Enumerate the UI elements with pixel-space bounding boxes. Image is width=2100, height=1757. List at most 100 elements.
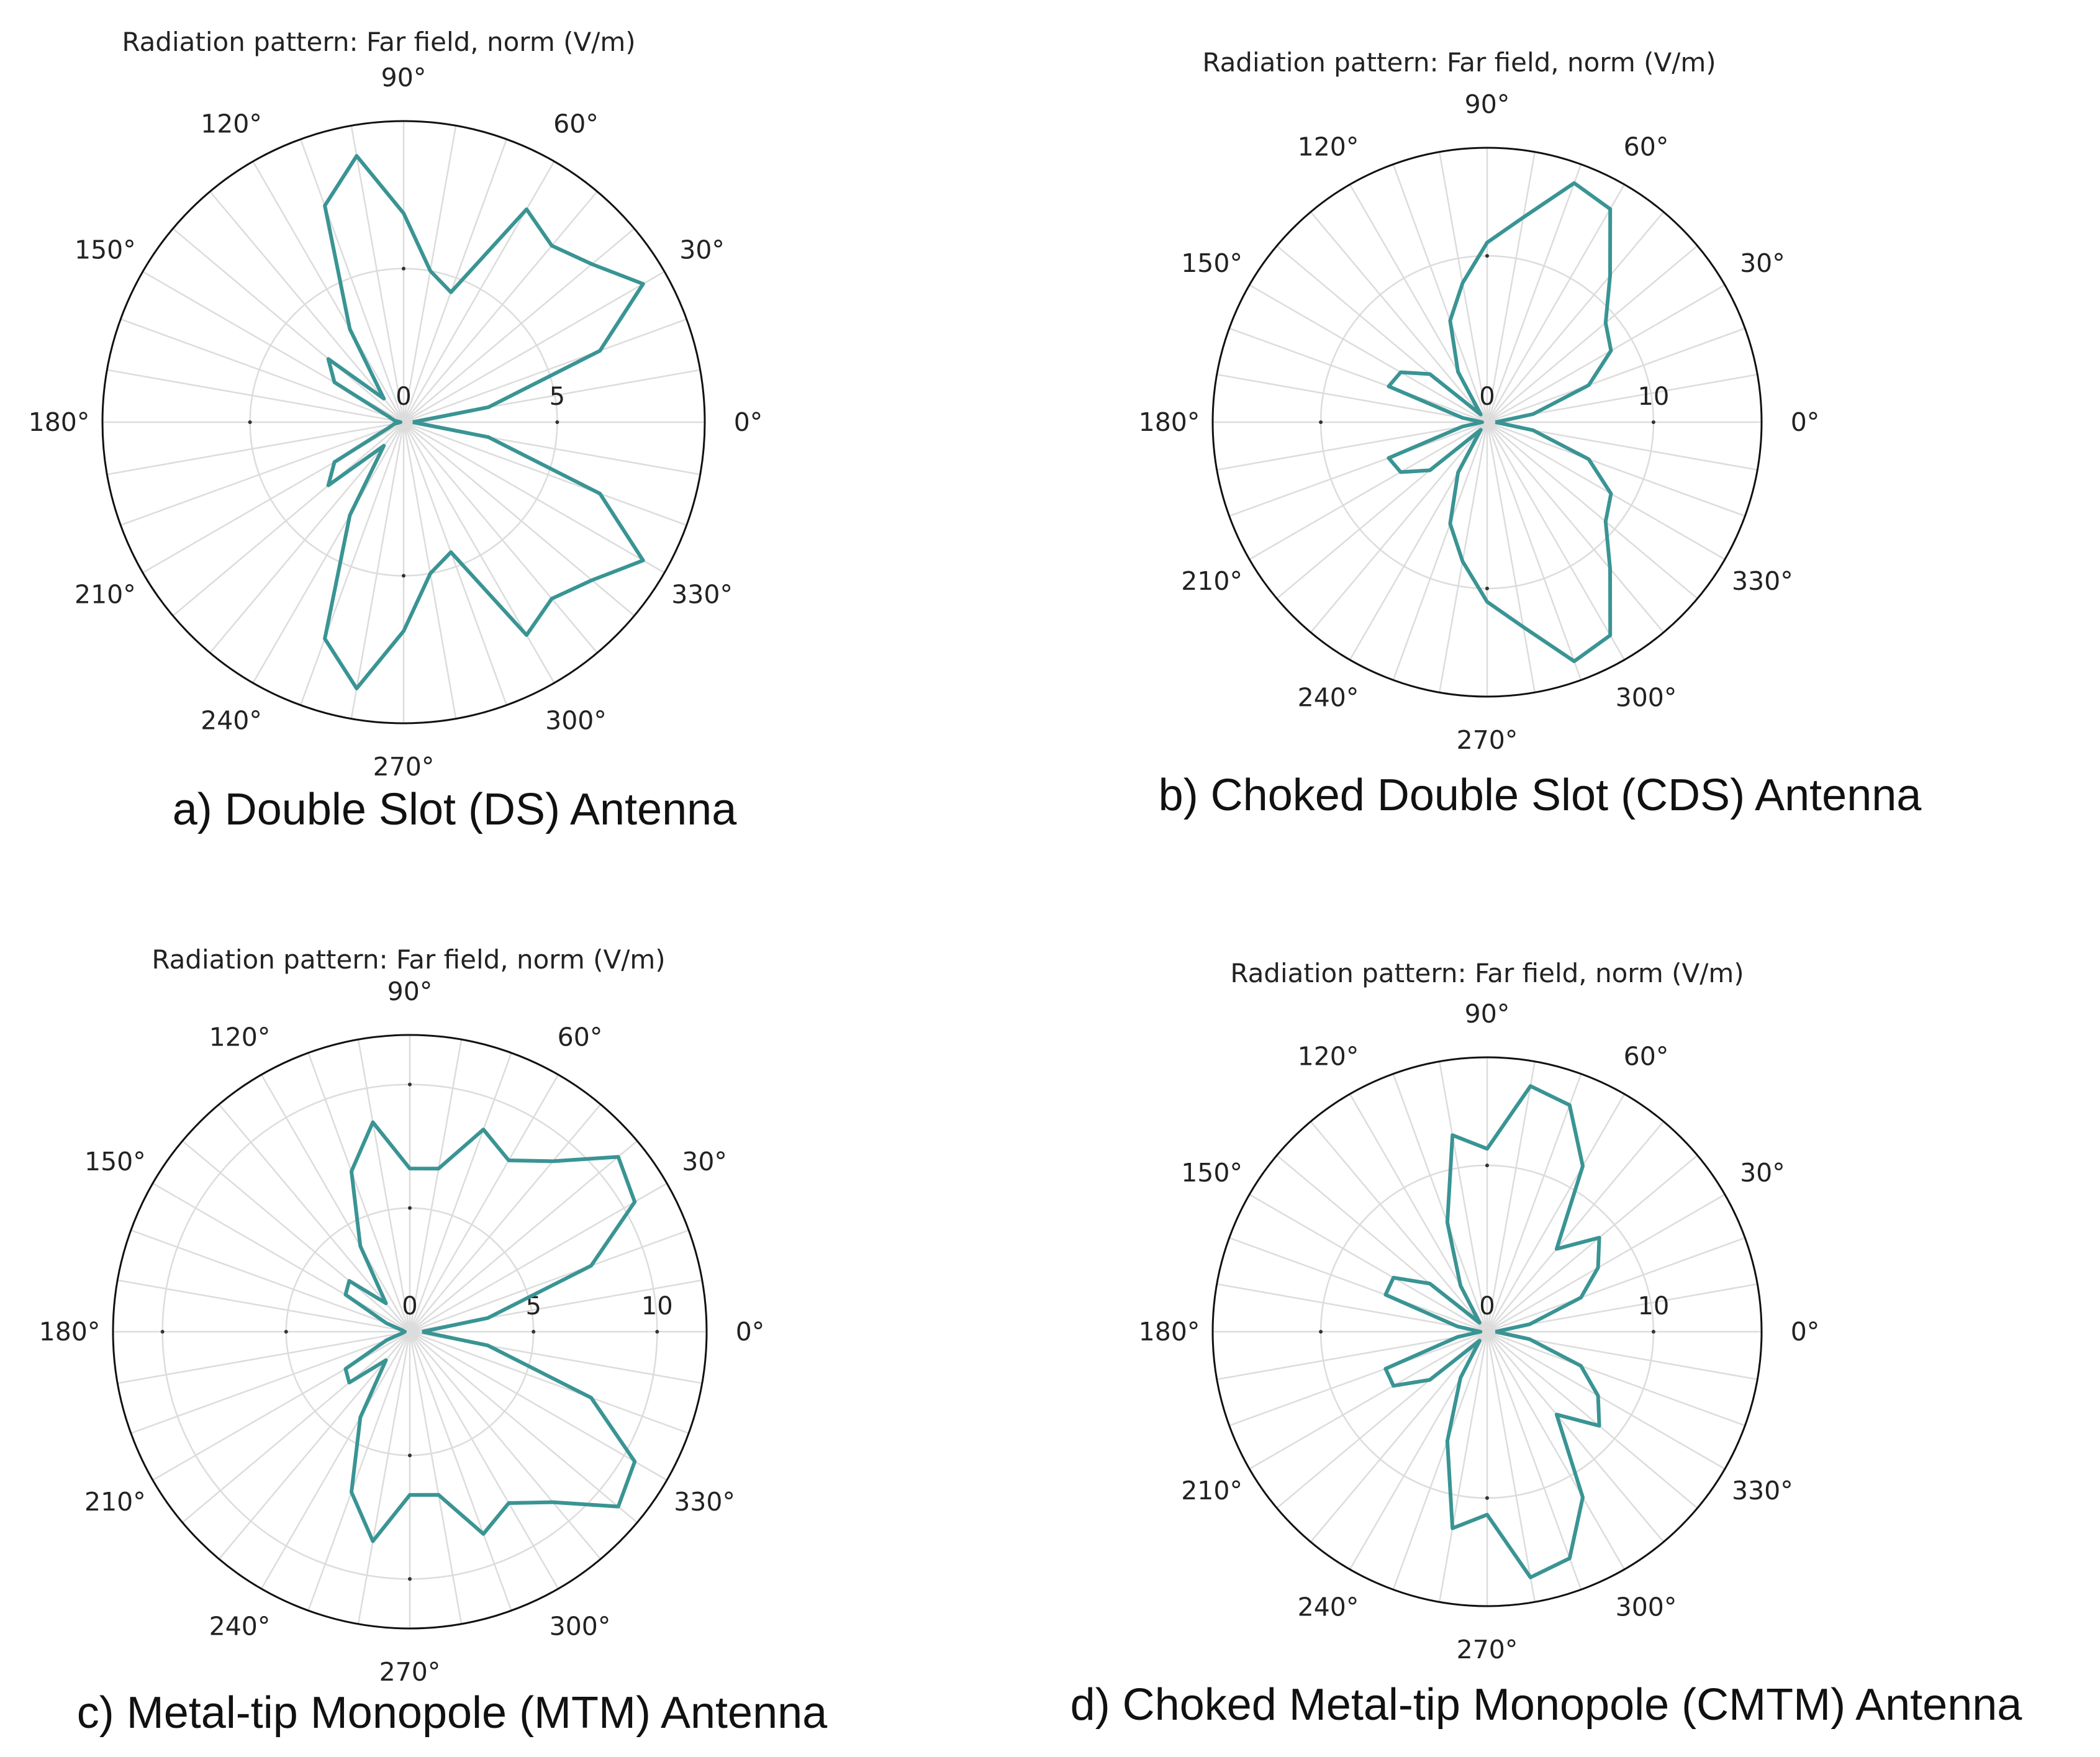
angle-tick-label: 90° — [1465, 89, 1510, 119]
data-point — [351, 1491, 352, 1493]
grid-spoke — [1216, 373, 1488, 423]
grid-spoke — [1392, 1331, 1488, 1590]
grid-spoke — [1392, 422, 1488, 680]
axis-tick-dot — [532, 1330, 536, 1334]
angle-tick-label: 330° — [1732, 566, 1793, 596]
data-point — [487, 1317, 488, 1319]
grid-spoke — [107, 421, 404, 476]
data-point — [360, 1245, 361, 1247]
data-point — [334, 461, 335, 463]
grid-spoke — [1487, 422, 1665, 633]
angle-tick-label: 210° — [1181, 566, 1242, 596]
radial-tick-label: 10 — [1637, 1292, 1669, 1321]
polar-frame — [1211, 147, 1763, 698]
grid-spoke — [1249, 1330, 1488, 1470]
grid-spoke — [1310, 422, 1488, 633]
data-point — [1429, 470, 1431, 471]
angle-tick-label: 30° — [679, 235, 725, 265]
grid-spoke — [1487, 1154, 1698, 1332]
data-point — [1532, 413, 1534, 415]
grid-spoke — [172, 228, 404, 423]
grid-spoke — [1486, 184, 1626, 423]
data-point — [1523, 626, 1524, 628]
data-point — [1569, 1104, 1570, 1106]
data-point — [1573, 661, 1575, 662]
polar-plot-a: 0° 30° 60° 90° 120° 150° 180° 210° 240° 270° 300° 3… — [29, 63, 763, 782]
data-point — [345, 1294, 346, 1295]
data-point — [1487, 1514, 1488, 1515]
angle-tick-label: 150° — [75, 235, 136, 265]
grid-spoke — [402, 422, 508, 706]
data-point — [483, 1533, 484, 1535]
plot-title-c: Radiation pattern: Far field, norm (V/m) — [152, 944, 665, 975]
angle-tick-label: 60° — [558, 1022, 603, 1052]
axis-tick-dot — [1319, 420, 1323, 424]
data-point — [1569, 1558, 1570, 1559]
grid-spoke — [1249, 421, 1488, 561]
angle-tick-label: 60° — [1624, 1042, 1669, 1072]
data-point — [1599, 1425, 1600, 1426]
data-point — [488, 436, 489, 438]
angle-tick-label: 300° — [545, 706, 607, 736]
grid-spoke — [1487, 1331, 1665, 1543]
data-point — [351, 1171, 352, 1172]
grid-spoke — [1249, 1193, 1488, 1333]
data-point — [1482, 422, 1483, 423]
grid-spoke — [403, 318, 687, 423]
axis-tick-dot — [1651, 420, 1655, 424]
grid-spoke — [1486, 1073, 1582, 1332]
data-point — [1457, 472, 1459, 473]
grid-spoke — [120, 318, 404, 423]
radial-tick-label: 10 — [641, 1292, 673, 1321]
data-point — [1462, 282, 1463, 284]
axis-tick-dot — [408, 1206, 412, 1210]
angle-tick-label: 180° — [39, 1317, 101, 1347]
data-point — [1462, 561, 1463, 562]
panel-a: Radiation pattern: Far field, norm (V/m)… — [29, 27, 763, 834]
angle-tick-label: 150° — [84, 1147, 146, 1177]
angle-tick-label: 180° — [1139, 1317, 1200, 1347]
data-point — [1429, 1283, 1431, 1284]
radial-tick-label: 10 — [1637, 382, 1669, 411]
grid-spoke — [1438, 422, 1488, 693]
grid-spoke — [1487, 284, 1726, 423]
angle-tick-label: 330° — [674, 1487, 735, 1517]
polar-plot-b: 0° 30° 60° 90° 120° 150° 180° 210° 240° 270° 300° 3… — [1139, 89, 1820, 755]
data-point — [1529, 1339, 1531, 1340]
grid-spoke — [1487, 1193, 1726, 1333]
data-point — [591, 1265, 592, 1267]
grid-spoke — [1486, 422, 1536, 693]
angle-tick-label: 210° — [84, 1487, 146, 1517]
data-point — [1452, 1528, 1453, 1529]
grid-spoke — [402, 161, 555, 423]
grid-spoke — [1229, 327, 1488, 423]
grid-spoke — [1486, 151, 1536, 423]
polar-frame — [1211, 1056, 1763, 1607]
angle-tick-label: 30° — [1740, 248, 1785, 278]
grid-spoke — [1486, 1093, 1626, 1332]
angle-tick-label: 90° — [1465, 999, 1510, 1029]
data-point — [1385, 1368, 1386, 1370]
plot-title-a: Radiation pattern: Far field, norm (V/m) — [122, 27, 635, 57]
axis-tick-dot — [284, 1330, 288, 1334]
panel-d: Radiation pattern: Far field, norm (V/m)… — [1070, 958, 2023, 1730]
grid-spoke — [402, 138, 508, 423]
polar-frame — [112, 1034, 708, 1630]
angle-tick-label: 120° — [1298, 1042, 1359, 1072]
data-point — [1556, 1414, 1557, 1415]
grid-spoke — [299, 138, 405, 423]
data-point — [1457, 371, 1459, 373]
angle-tick-label: 0° — [734, 407, 763, 437]
axis-tick-dot — [1485, 586, 1489, 590]
data-point — [394, 423, 395, 425]
polar-plot-d: 0° 30° 60° 90° 120° 150° 180° 210° 240° 270° 300° 3… — [1139, 999, 1820, 1664]
data-point — [483, 1129, 484, 1130]
data-point — [1599, 1237, 1600, 1238]
grid-spoke — [1487, 1330, 1745, 1427]
angle-tick-label: 270° — [373, 752, 435, 782]
angle-tick-label: 180° — [29, 407, 90, 437]
axis-tick-dot — [160, 1330, 165, 1334]
data-point — [551, 598, 553, 599]
grid-spoke — [403, 228, 635, 423]
data-point — [1452, 1134, 1453, 1136]
